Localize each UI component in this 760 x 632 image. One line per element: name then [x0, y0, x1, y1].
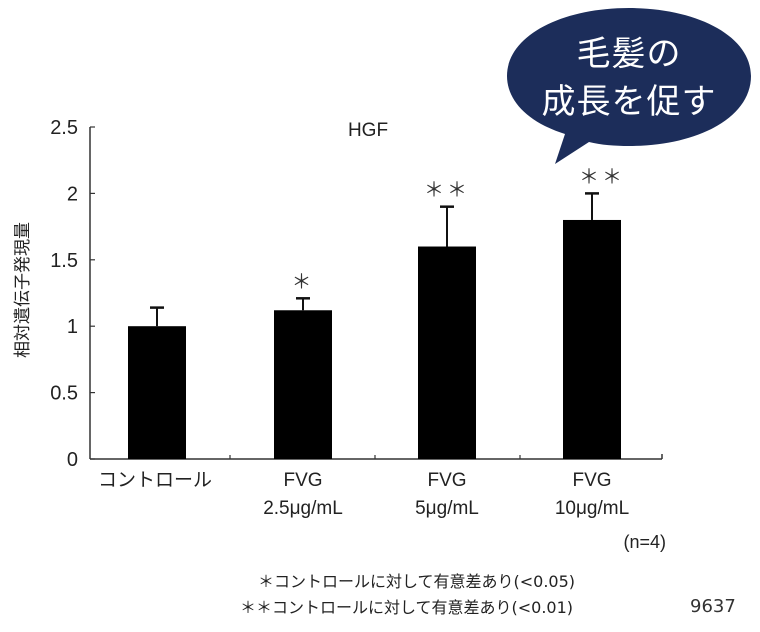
chart-title: HGF — [348, 120, 388, 141]
footnote-p001: ＊＊コントロールに対して有意差あり(<0.01) — [240, 598, 574, 617]
bar — [128, 326, 186, 459]
x-category-label: コントロール — [98, 470, 212, 491]
bar — [418, 246, 476, 459]
bar — [274, 310, 332, 459]
callout-line-1: 毛髪の — [576, 34, 682, 74]
x-category-label: FVG — [427, 470, 466, 491]
y-tick-label: 1 — [67, 316, 78, 338]
footnote-p005: ＊コントロールに対して有意差あり(<0.05) — [258, 572, 576, 591]
speech-bubble — [507, 8, 751, 164]
significance-marker: ＊＊ — [579, 166, 625, 188]
significance-marker: ＊＊ — [424, 180, 470, 202]
y-axis-label: 相対遺伝子発現量 — [13, 222, 32, 358]
x-category-label: 5μg/mL — [415, 498, 479, 519]
significance-marker: ＊ — [292, 271, 315, 293]
sample-size-note: (n=4) — [623, 532, 666, 552]
y-tick-label: 0.5 — [50, 383, 78, 405]
y-tick-label: 1.5 — [50, 250, 78, 272]
x-category-label: FVG — [572, 470, 611, 491]
x-category-label: 10μg/mL — [555, 498, 629, 519]
y-tick-label: 2 — [67, 183, 78, 205]
figure-id: 9637 — [690, 596, 736, 617]
callout-line-2: 成長を促す — [541, 82, 717, 122]
y-tick-label: 0 — [67, 449, 78, 471]
y-tick-label: 2.5 — [50, 117, 78, 139]
x-category-label: 2.5μg/mL — [263, 498, 343, 519]
x-category-label: FVG — [283, 470, 322, 491]
bar — [563, 219, 621, 459]
callout-text: 毛髪の 成長を促す — [505, 30, 753, 126]
